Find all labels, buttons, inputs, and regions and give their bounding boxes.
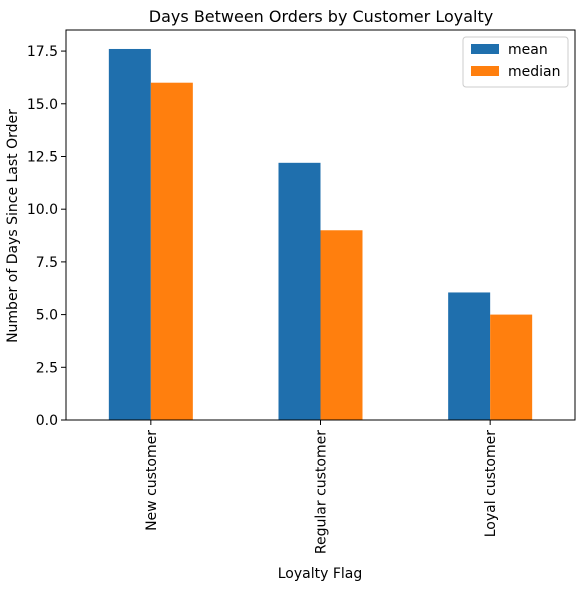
bar-mean-2 [448, 292, 491, 420]
bar-median-2 [490, 314, 533, 420]
y-tick-label: 12.5 [27, 149, 58, 165]
legend-swatch-median [471, 66, 499, 76]
legend-label-median: median [508, 64, 560, 80]
y-axis-title: Number of Days Since Last Order [5, 109, 21, 343]
x-axis-title: Loyalty Flag [278, 566, 363, 582]
y-tick-label: 0.0 [36, 413, 58, 429]
plot-area [65, 29, 576, 421]
chart-title: Days Between Orders by Customer Loyalty [149, 7, 493, 26]
x-tick-label: Loyal customer [483, 430, 499, 537]
bar-mean-0 [108, 48, 151, 421]
y-tick-label: 15.0 [27, 97, 58, 113]
y-tick-label: 17.5 [27, 44, 58, 60]
bar-mean-1 [278, 162, 321, 421]
x-axis: New customer Regular customer Loyal custom… [144, 420, 499, 554]
y-axis: 0.0 2.5 5.0 7.5 10.0 12.5 15.0 17.5 [27, 44, 66, 429]
x-tick-label: New customer [144, 430, 160, 531]
y-tick-label: 5.0 [36, 308, 58, 324]
x-tick-label: Regular customer [314, 430, 330, 554]
legend: mean median [462, 36, 569, 88]
legend-label-mean: mean [508, 42, 548, 58]
bar-median-0 [150, 82, 193, 421]
y-tick-label: 10.0 [27, 202, 58, 218]
bar-median-1 [320, 230, 363, 420]
y-tick-label: 2.5 [36, 360, 58, 376]
y-tick-label: 7.5 [36, 255, 58, 271]
legend-swatch-mean [471, 44, 499, 54]
